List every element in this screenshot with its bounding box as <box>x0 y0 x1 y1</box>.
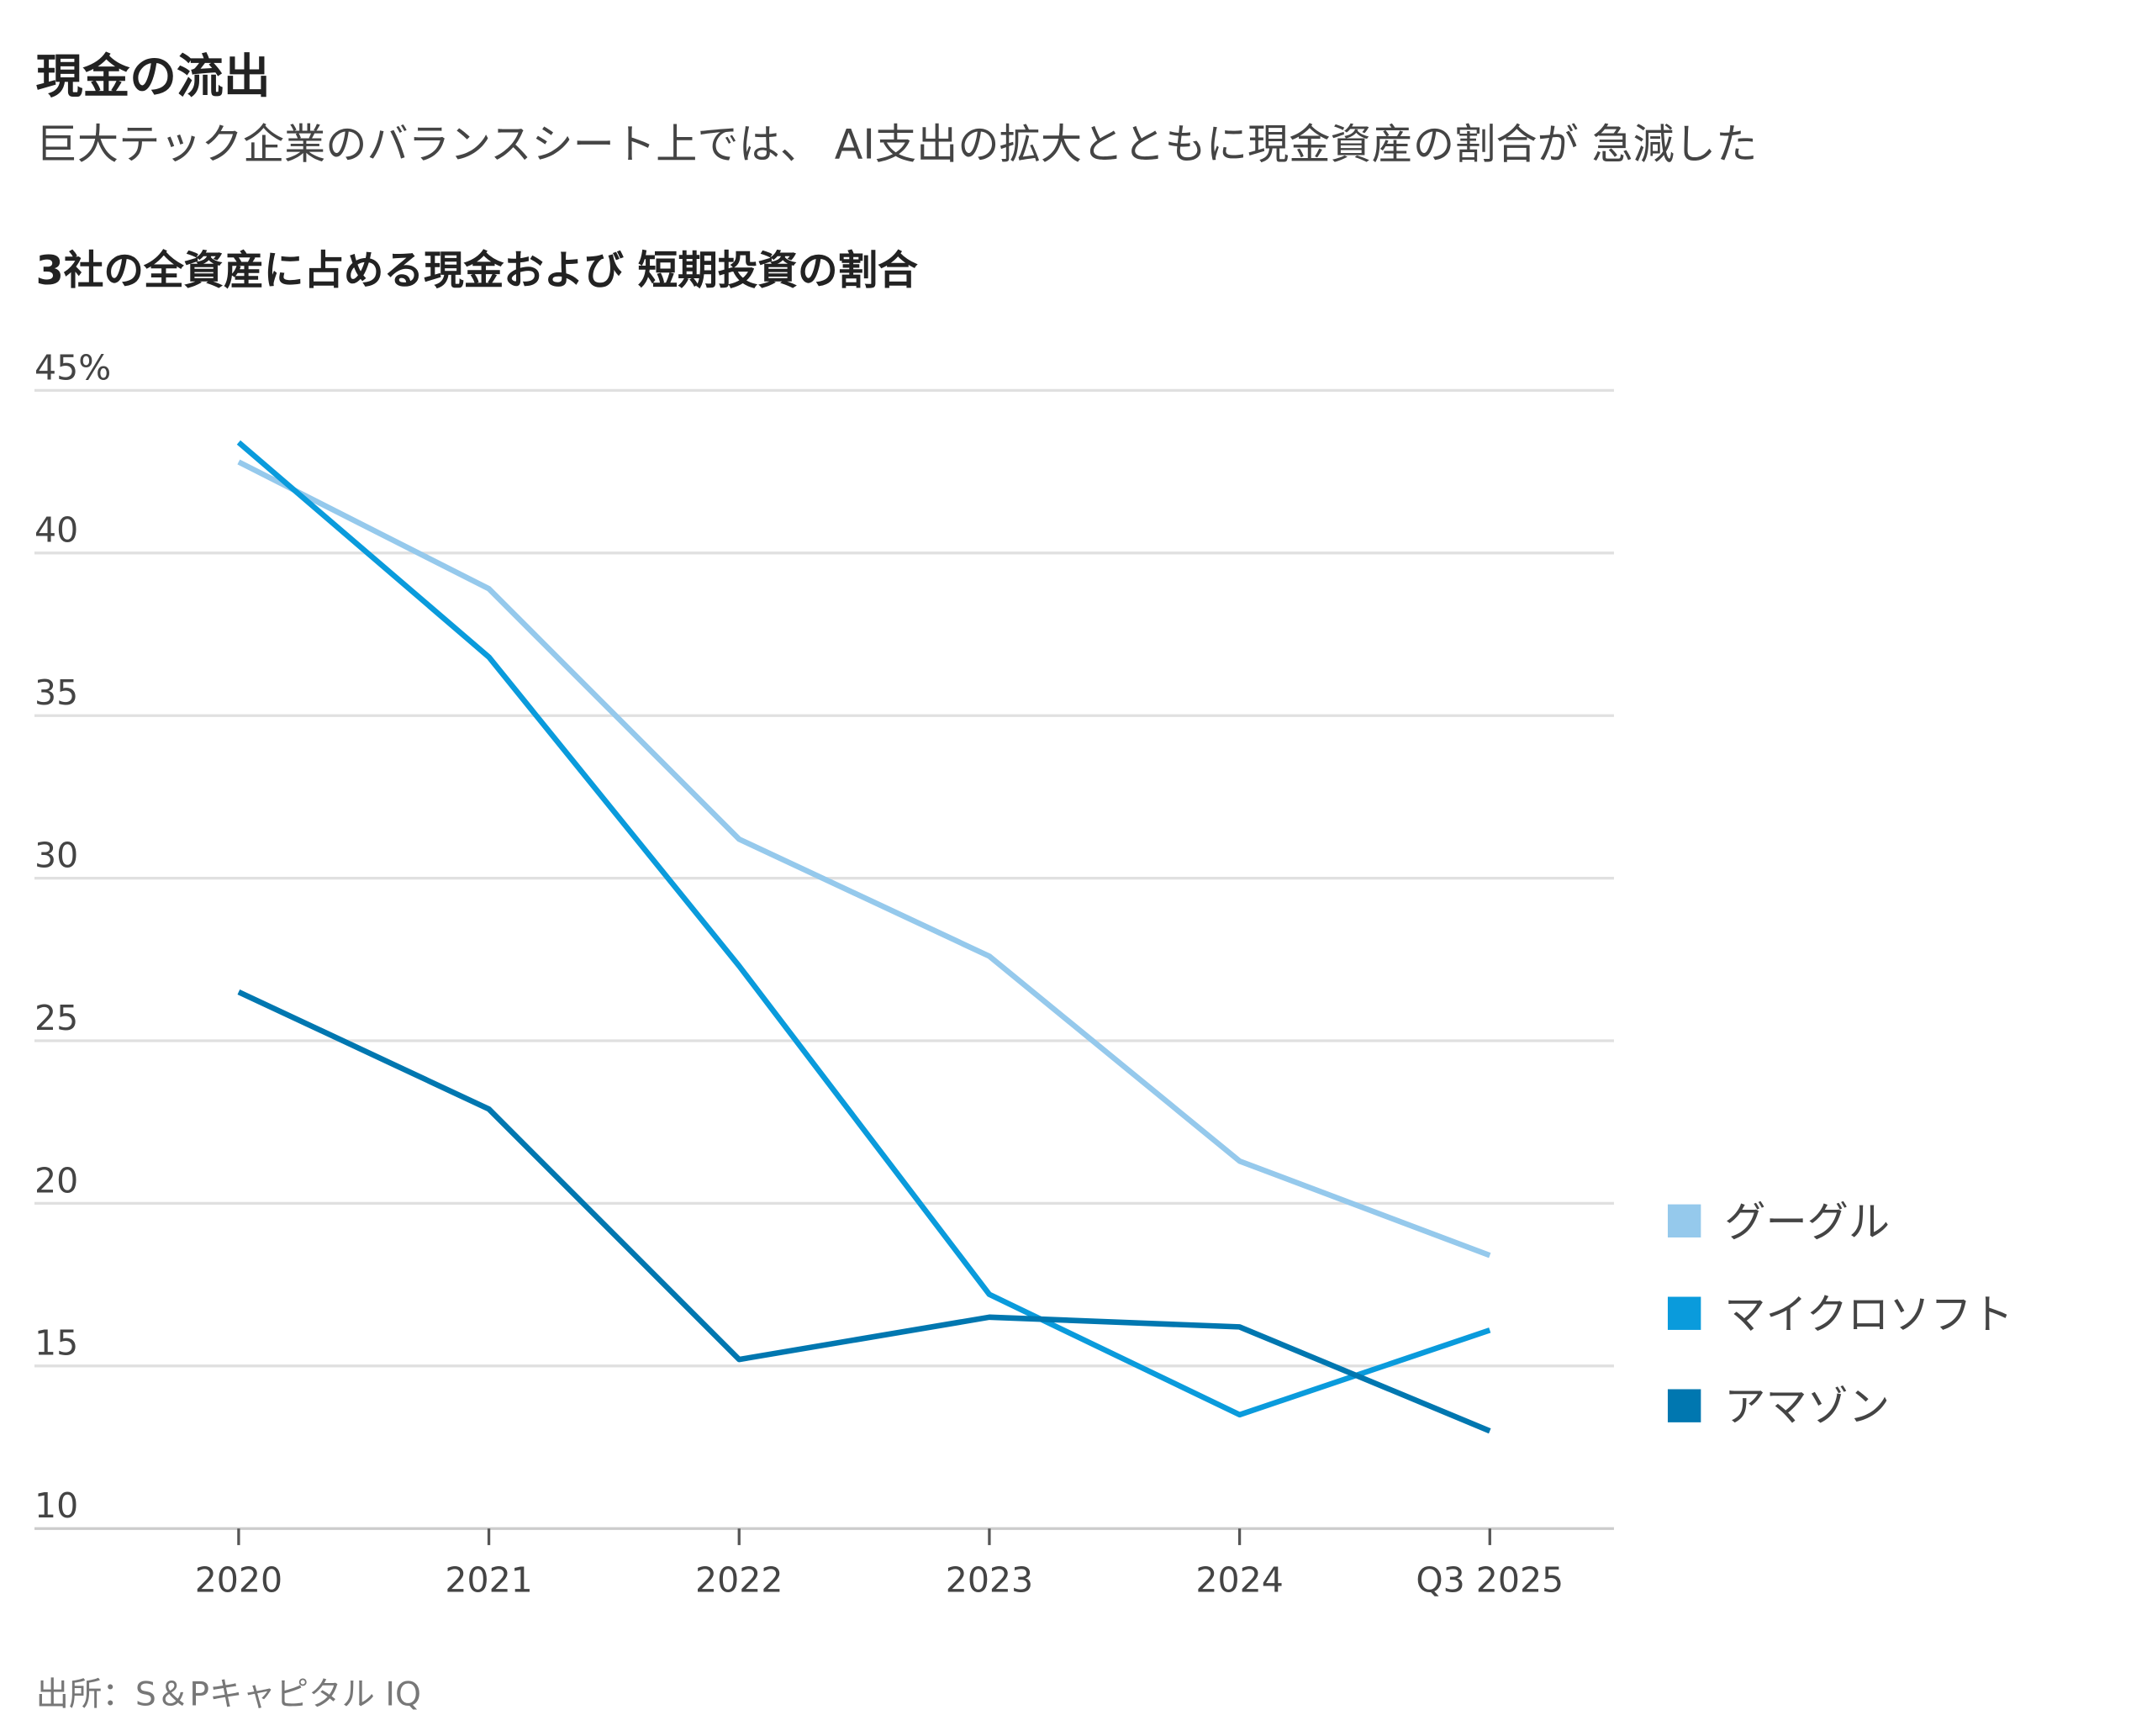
x-tick-label: 2021 <box>445 1560 532 1601</box>
y-tick-label: 25 <box>34 998 78 1038</box>
source-note: 出所：S＆Pキャピタル IQ <box>35 1675 422 1714</box>
y-tick-label: 10 <box>34 1485 78 1526</box>
x-tick-label: 2022 <box>695 1560 783 1601</box>
legend-label: アマゾン <box>1724 1382 1890 1431</box>
y-tick-label: 30 <box>34 835 78 875</box>
y-tick-label: 20 <box>34 1160 78 1200</box>
legend-swatch <box>1667 1389 1701 1422</box>
y-tick-label: 40 <box>34 510 78 551</box>
x-tick-label: Q3 2025 <box>1416 1560 1564 1601</box>
x-tick-label: 2024 <box>1195 1560 1283 1601</box>
y-tick-label: 15 <box>34 1323 78 1364</box>
chart-title: 3社の全資産に占める現金および 短期投資の割合 <box>35 246 918 294</box>
legend-swatch <box>1667 1296 1701 1330</box>
series-line-2 <box>237 989 1491 1434</box>
y-tick-label: 45% <box>34 347 111 388</box>
legend-label: グーグル <box>1724 1197 1890 1246</box>
series-line-1 <box>236 440 1491 1418</box>
legend-swatch <box>1667 1204 1701 1237</box>
series-line-0 <box>237 459 1491 1258</box>
page-subtitle: 巨大テック企業のバランスシート上では、 AI支出の拡大とともに現金資産の割合が … <box>35 121 1758 170</box>
legend-label: マイクロソフト <box>1724 1290 2013 1338</box>
x-tick-label: 2023 <box>946 1560 1033 1601</box>
y-tick-label: 35 <box>34 673 78 713</box>
x-tick-label: 2020 <box>195 1560 282 1601</box>
page-title: 現金の流出 <box>35 50 271 105</box>
